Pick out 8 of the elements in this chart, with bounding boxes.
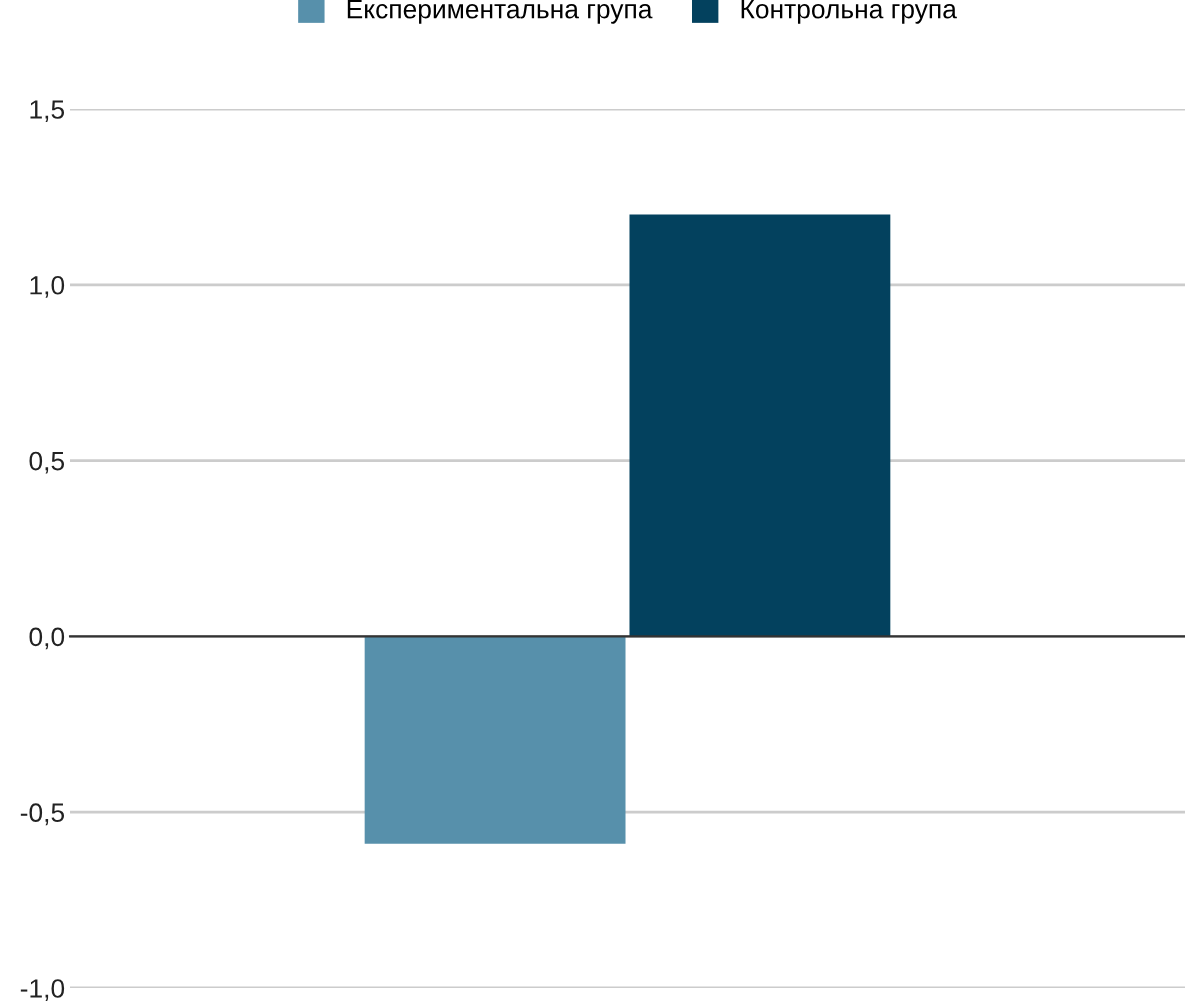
y-tick-label: 0,5 <box>29 451 65 474</box>
y-tick-label: -0,5 <box>20 803 65 826</box>
y-tick-label: -1,0 <box>20 979 65 1001</box>
y-tick-label: 0,0 <box>29 627 65 650</box>
y-tick-label: 1,0 <box>30 275 65 298</box>
y-tick-label: 1,5 <box>30 100 65 122</box>
legend-label: Контрольна група <box>741 0 957 24</box>
legend-label: Експериментальна група <box>347 0 653 24</box>
